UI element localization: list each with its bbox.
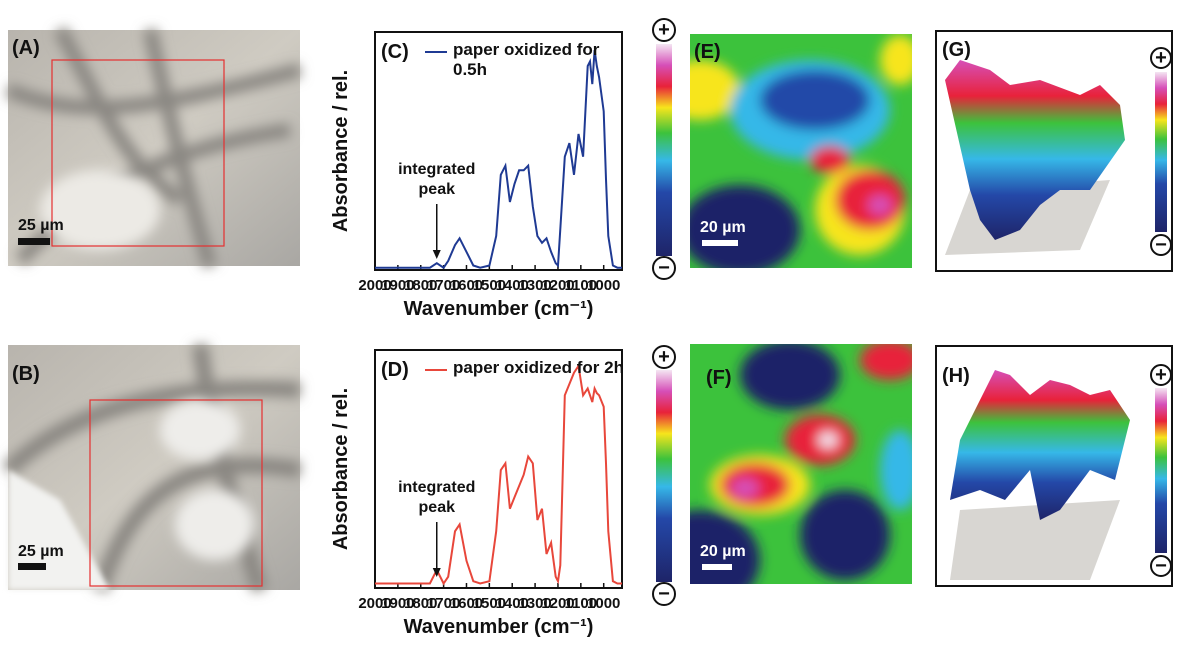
colorbar-min: − xyxy=(1155,234,1167,256)
x-tick-label: 1400 xyxy=(496,595,529,612)
x-tick-label: 1600 xyxy=(450,595,483,612)
annotation: integrated peak xyxy=(398,479,476,516)
panel-label: (G) xyxy=(942,39,971,61)
panel-label: (B) xyxy=(12,363,40,385)
x-tick-label: 1600 xyxy=(450,277,483,294)
colorbar-min: − xyxy=(658,583,670,605)
x-tick-label: 1900 xyxy=(381,277,414,294)
y-axis-label: Absorbance / rel. xyxy=(330,388,352,550)
colorbar-max: + xyxy=(1155,364,1167,386)
plot-frame xyxy=(374,349,623,589)
scale-label: 25 µm xyxy=(18,217,64,234)
x-tick-label: 1500 xyxy=(473,277,506,294)
x-tick-label: 1200 xyxy=(541,595,574,612)
x-tick-label: 1700 xyxy=(427,277,460,294)
annotation-arrowhead xyxy=(432,568,441,577)
x-tick-label: 2000 xyxy=(358,277,391,294)
x-tick-label: 1900 xyxy=(381,595,414,612)
colorbar: + − xyxy=(652,345,676,606)
panel-label: (C) xyxy=(381,41,409,63)
x-tick-label: 1000 xyxy=(587,595,620,612)
x-axis-label: Wavenumber (cm⁻¹) xyxy=(404,616,594,638)
colorbar-max: + xyxy=(658,19,670,41)
x-tick-label: 1400 xyxy=(496,277,529,294)
plot-frame xyxy=(374,31,623,271)
legend-label: paper oxidized for 2h xyxy=(453,358,624,377)
x-tick-label: 1500 xyxy=(473,595,506,612)
x-tick-label: 1200 xyxy=(541,277,574,294)
heatmap-f: (F) 20 µm xyxy=(690,344,912,584)
x-tick-label: 2000 xyxy=(358,595,391,612)
x-tick-label: 1800 xyxy=(404,277,437,294)
x-tick-label: 1300 xyxy=(518,277,551,294)
micrograph-a: (A) 25 µm xyxy=(5,26,302,269)
surface-h: (H) + − xyxy=(935,345,1173,587)
annotation-arrowhead xyxy=(432,250,441,259)
colorbar-min: − xyxy=(1155,555,1167,577)
panel-label: (A) xyxy=(12,37,40,59)
x-axis-label: Wavenumber (cm⁻¹) xyxy=(404,298,594,320)
colorbar: + − xyxy=(652,18,676,280)
x-tick-label: 1700 xyxy=(427,595,460,612)
colorbar-max: + xyxy=(1155,47,1167,69)
x-tick-label: 1100 xyxy=(565,277,598,294)
panel-label: (H) xyxy=(942,365,970,387)
micrograph-b: (B) 25 µm xyxy=(2,343,302,593)
surface-g: (G) + − xyxy=(935,30,1173,272)
panel-label: (E) xyxy=(694,41,721,63)
scale-label: 25 µm xyxy=(18,543,64,560)
y-axis-label: Absorbance / rel. xyxy=(330,70,352,232)
x-tick-label: 1300 xyxy=(518,595,551,612)
spectrum-line xyxy=(375,49,622,270)
spectrum-line xyxy=(375,363,622,586)
scale-label: 20 µm xyxy=(700,219,746,236)
panel-label: (F) xyxy=(706,367,732,389)
legend-label: paper oxidized for 0.5h xyxy=(453,40,600,79)
scale-label: 20 µm xyxy=(700,543,746,560)
panel-label: (D) xyxy=(381,359,409,381)
colorbar-min: − xyxy=(658,257,670,279)
x-tick-label: 1800 xyxy=(404,595,437,612)
x-tick-label: 1100 xyxy=(565,595,598,612)
annotation: integrated peak xyxy=(398,161,476,198)
colorbar-max: + xyxy=(658,346,670,368)
heatmap-e: (E) 20 µm xyxy=(690,34,912,268)
x-tick-label: 1000 xyxy=(587,277,620,294)
